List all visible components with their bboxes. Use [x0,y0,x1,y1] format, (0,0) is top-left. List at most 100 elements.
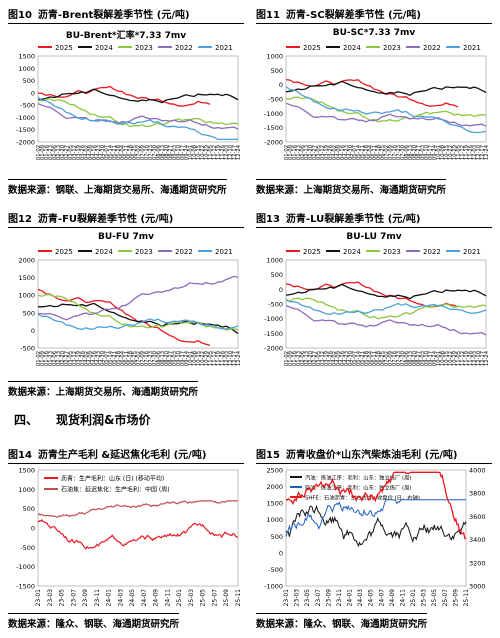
x-tick-label: 07-30 [400,145,406,160]
figure-11-number: 图11 [256,10,280,21]
legend-label: 汽油：炼油工序：毛利：山东：独立炼厂 (周) [305,474,411,482]
x-tick-label: 01-02 [36,145,42,160]
figure-15-header: 图15 沥青收盘价*山东汽柴炼油毛利 (元/吨) [256,446,492,464]
figure-12-number: 图12 [8,214,32,225]
x-tick-label: 07-23 [396,145,402,160]
x-tick-label: 10-01 [188,145,194,160]
figure-10-title: 沥青-Brent裂解差季节性 (元/吨) [37,10,190,21]
x-tick-label: 23-03 [47,589,54,607]
x-tick-label: 05-21 [112,351,118,366]
x-tick-label: 04-23 [344,351,350,366]
figure-11-source: 数据来源：上海期货交易所、海通期货研究所 [256,179,447,196]
legend-label-2023: 2023 [135,248,153,256]
figure-10-header: 图10 沥青-Brent裂解差季节性 (元/吨) [8,6,244,24]
x-tick-label: 06-04 [120,144,126,160]
y-tick-label: 0 [279,81,283,89]
x-tick-label: 11-12 [460,145,466,160]
x-tick-label: 04-23 [96,145,102,160]
x-tick-label: 23-03 [294,589,301,607]
x-tick-label: 01-23 [48,351,54,366]
series-line-2022 [285,102,487,127]
x-tick-label: 06-04 [368,350,374,366]
x-tick-label: 07-23 [396,351,402,366]
y-tick-label: 1000 [18,65,35,73]
legend-label-2024: 2024 [343,248,361,256]
y-tick-label: 1000 [266,516,283,524]
figure-12-chart: 2025 2024 2023 2022 2021 2000 1500 1000 500 0 -500… [18,248,242,366]
series-line-2021 [37,313,239,331]
x-tick-label: 24-03 [357,589,364,607]
x-tick-label: 05-14 [356,350,362,366]
y-tick-label: 500 [271,533,283,541]
x-tick-label: 25-11 [463,589,470,607]
x-tick-label: 10-08 [192,351,198,366]
x-tick-label: 07-23 [148,351,154,366]
x-tick-label: 10-01 [188,351,194,366]
x-tick-label: 11-05 [208,145,214,160]
series-line-2021 [37,96,238,141]
legend-label: 石油焦：延迟焦化：生产毛利：中国 (周) [61,486,170,494]
series-line-2024 [285,283,487,300]
x-tick-label: 12-24 [236,144,242,160]
y-tick-label: 500 [23,505,35,513]
x-tick-label: 25-03 [188,589,195,607]
y-tick-label: 1500 [18,53,35,61]
plot-frame [37,259,239,349]
x-tick-label: 24-05 [368,589,375,607]
x-tick-label: 11-05 [456,145,462,160]
y-tick-label: 2000 [266,483,283,491]
x-tick-label: 03-19 [324,145,330,160]
x-tick-label: 06-11 [372,145,378,160]
series-line-2022 [285,304,487,336]
x-tick-label: 12-03 [224,351,230,366]
y-tick-label: -1500 [264,330,283,338]
x-tick-label: 02-27 [64,145,70,160]
figure-14-title: 沥青生产毛利 &延迟焦化毛利 (元/吨) [37,450,207,461]
x-tick-label: 08-20 [412,351,418,366]
x-tick-label: 03-26 [80,351,86,366]
figure-15-chart: 2500 2000 1500 1000 500 0 -500 -1000 4000 3800 360… [264,467,486,607]
x-tick-label: 02-13 [304,351,310,366]
x-tick-label: 04-16 [92,145,98,160]
y-tick-label: 1000 [266,53,283,61]
x-tick-label: 02-06 [300,351,306,366]
x-tick-label: 06-11 [124,351,130,366]
series-line-2024 [285,80,487,97]
series-line-2022 [37,102,239,130]
x-tick-label: 24-03 [117,589,124,607]
x-tick-label: 01-02 [284,145,290,160]
y-tick-label: 0 [279,286,283,294]
x-tick-label: 11-12 [212,145,218,160]
x-tick-label: 12-17 [232,145,238,160]
x-tick-label: 23-01 [283,589,290,607]
y-right-tick-label: 3600 [469,513,486,521]
x-tick-label: 11-19 [464,351,470,366]
series-line-bitumen-close-price [285,471,467,540]
legend-label-2022: 2022 [175,44,193,52]
figure-12-header: 图12 沥青-FU裂解差季节性 (元/吨) [8,210,244,228]
x-tick-label: 05-14 [356,144,362,160]
x-tick-label: 08-27 [416,351,422,366]
x-tick-label: 07-30 [152,351,158,366]
figure-15: 图15 沥青收盘价*山东汽柴炼油毛利 (元/吨) 2500 2000 1500 1000… [256,446,492,632]
x-tick-label: 04-23 [96,351,102,366]
x-tick-label: 01-16 [292,145,298,160]
x-tick-label: 04-30 [348,145,354,160]
x-tick-label: 06-04 [368,144,374,160]
x-tick-label: 04-02 [84,351,90,366]
y-tick-label: 500 [271,67,283,75]
x-tick-label: 09-24 [432,350,438,366]
x-tick-label: 03-05 [316,145,322,160]
figure-15-number: 图15 [256,450,280,461]
y-tick-label: 1000 [18,292,35,300]
x-tick-label: 10-22 [200,351,206,366]
x-tick-label: 05-28 [364,145,370,160]
x-tick-label: 09-17 [180,351,186,366]
x-tick-label: 07-30 [400,351,406,366]
x-tick-label: 07-09 [140,145,146,160]
x-tick-label: 03-19 [76,351,82,366]
y-tick-label: -1500 [16,126,35,134]
x-tick-label: 25-09 [452,589,459,607]
x-tick-label: 12-10 [476,351,482,366]
